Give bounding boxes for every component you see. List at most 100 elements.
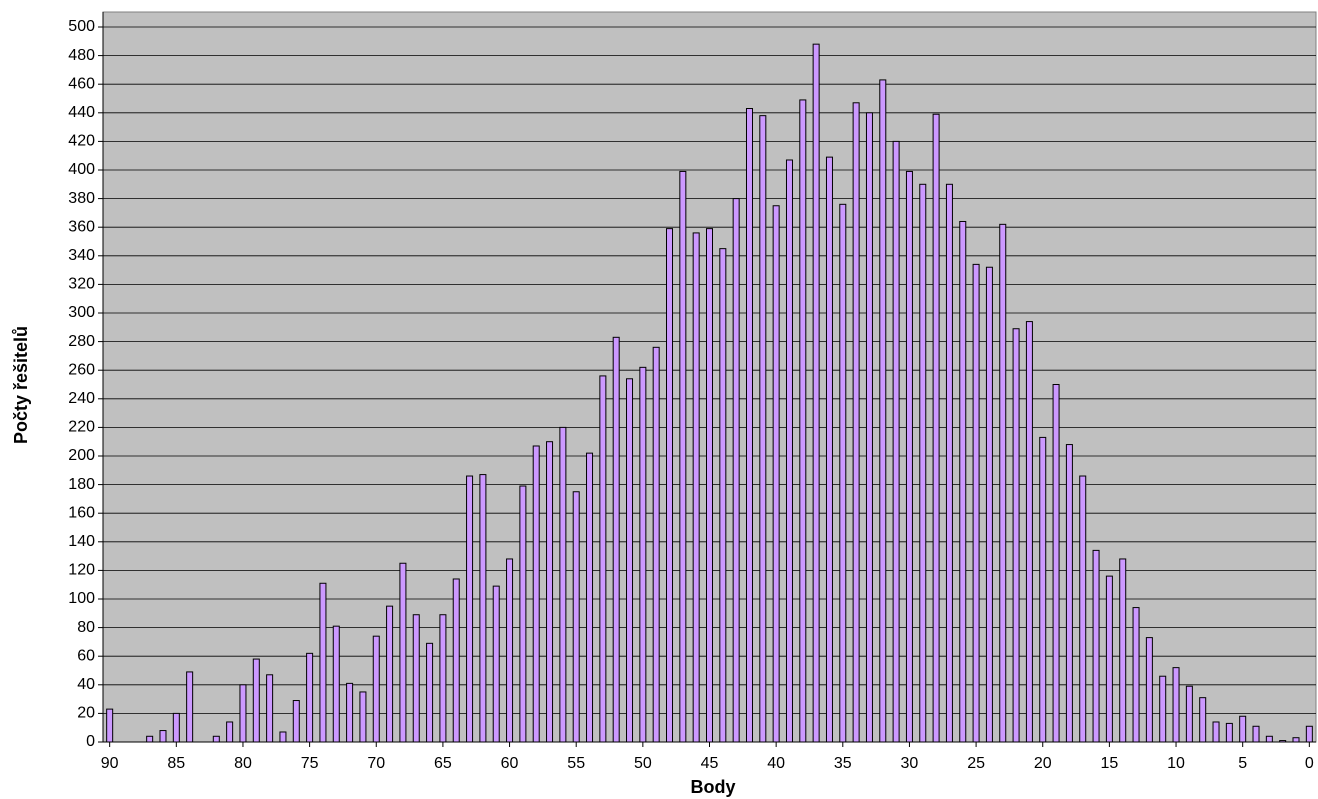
y-tick-label: 200 (68, 447, 95, 464)
bar (452, 578, 460, 743)
bar (639, 366, 647, 743)
x-tick-label: 0 (1305, 755, 1314, 772)
x-tick-label: 25 (967, 755, 985, 772)
bar (1239, 715, 1247, 743)
y-tick-label: 240 (68, 390, 95, 407)
bar (1052, 384, 1060, 743)
x-tick-label: 55 (567, 755, 585, 772)
bar (279, 731, 287, 743)
bar (506, 558, 514, 743)
bar (372, 635, 380, 743)
x-tick-label: 15 (1100, 755, 1118, 772)
x-tick-label: 65 (434, 755, 452, 772)
y-tick-label: 300 (68, 304, 95, 321)
y-tick-label: 120 (68, 562, 95, 579)
bar (972, 263, 980, 743)
bar (319, 582, 327, 743)
y-tick-label: 100 (68, 590, 95, 607)
bar (306, 652, 314, 743)
bar (799, 99, 807, 743)
bar (1132, 607, 1140, 743)
bar (892, 140, 900, 743)
bar (599, 375, 607, 743)
bar (905, 170, 913, 743)
bar (1145, 637, 1153, 743)
bar (426, 642, 434, 743)
bar (172, 712, 180, 743)
bar (559, 426, 567, 743)
x-tick-label: 75 (301, 755, 319, 772)
y-tick-label: 400 (68, 161, 95, 178)
bar (1092, 549, 1100, 743)
x-tick-label: 70 (367, 755, 385, 772)
bar (346, 682, 354, 743)
y-tick-label: 80 (77, 619, 95, 636)
bar (1292, 737, 1300, 743)
bar (1025, 321, 1033, 743)
y-tick-label: 360 (68, 218, 95, 235)
bar (439, 614, 447, 743)
bar (1199, 697, 1207, 743)
bar (532, 445, 540, 743)
bar (1212, 721, 1220, 743)
x-tick-label: 90 (101, 755, 119, 772)
x-tick-label: 45 (701, 755, 719, 772)
bar (332, 625, 340, 743)
x-tick-label: 85 (167, 755, 185, 772)
x-tick-label: 10 (1167, 755, 1185, 772)
bar (159, 730, 167, 743)
bar (612, 336, 620, 743)
bar (519, 485, 527, 743)
bar (1252, 725, 1260, 743)
bar (945, 183, 953, 743)
bar (719, 248, 727, 743)
x-tick-label: 40 (767, 755, 785, 772)
y-tick-label: 260 (68, 361, 95, 378)
x-tick-label: 60 (501, 755, 519, 772)
bar (759, 115, 767, 743)
bar (292, 700, 300, 743)
bar (479, 474, 487, 743)
y-tick-label: 440 (68, 104, 95, 121)
y-tick-label: 180 (68, 476, 95, 493)
bar (212, 735, 220, 743)
bar (666, 228, 674, 743)
bar (879, 79, 887, 743)
bar (959, 220, 967, 743)
x-axis-title: Body (691, 777, 736, 797)
bar (106, 708, 114, 743)
bar (1265, 735, 1273, 743)
bar (1159, 675, 1167, 743)
x-tick-label: 20 (1034, 755, 1052, 772)
bar (399, 562, 407, 743)
bar (1279, 740, 1287, 743)
bar (932, 113, 940, 743)
bar (985, 266, 993, 743)
y-tick-label: 220 (68, 419, 95, 436)
bar (1105, 575, 1113, 743)
bar (386, 605, 394, 743)
bar (999, 223, 1007, 743)
bar (186, 671, 194, 743)
y-tick-label: 140 (68, 533, 95, 550)
bar (266, 674, 274, 743)
bar (785, 159, 793, 743)
bar (252, 658, 260, 743)
bar (679, 170, 687, 743)
x-tick-label: 5 (1238, 755, 1247, 772)
bar (745, 108, 753, 743)
bar (239, 684, 247, 743)
bar (359, 691, 367, 743)
bar (586, 452, 594, 743)
y-tick-label: 380 (68, 190, 95, 207)
y-tick-label: 480 (68, 47, 95, 64)
y-tick-label: 40 (77, 676, 95, 693)
bar (706, 228, 713, 743)
bar (1119, 558, 1127, 743)
bar (492, 585, 500, 743)
bar (1012, 328, 1020, 743)
y-axis-title: Počty řešitelů (11, 326, 31, 444)
bar (919, 183, 927, 743)
bar (1065, 444, 1073, 743)
